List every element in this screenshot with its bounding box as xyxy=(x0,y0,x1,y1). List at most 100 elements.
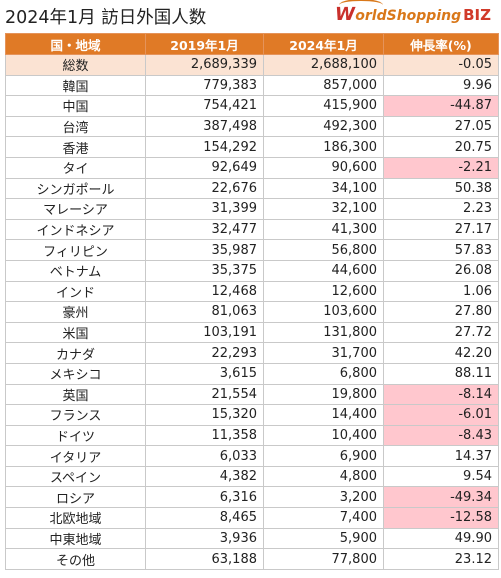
country-cell: シンガポール xyxy=(5,177,146,200)
table-row: シンガポール 22,676 34,100 50.38 xyxy=(5,177,499,200)
growth-rate-cell: -6.01 xyxy=(383,404,499,426)
growth-rate-cell: 14.37 xyxy=(383,445,499,467)
value-2019-cell: 3,615 xyxy=(145,362,264,385)
table-row: 香港 154,292 186,300 20.75 xyxy=(5,136,499,158)
value-2019-cell: 11,358 xyxy=(145,424,264,447)
value-2019-cell: 154,292 xyxy=(145,136,264,158)
table-row: インド 12,468 12,600 1.06 xyxy=(5,280,499,303)
table-row: スペイン 4,382 4,800 9.54 xyxy=(5,465,499,488)
value-2019-cell: 15,320 xyxy=(145,404,264,426)
value-2024-cell: 2,688,100 xyxy=(263,54,384,76)
value-2024-cell: 3,200 xyxy=(263,486,384,509)
country-cell: 香港 xyxy=(5,136,146,158)
growth-rate-cell: 57.83 xyxy=(383,239,499,261)
table-row: フィリピン 35,987 56,800 57.83 xyxy=(5,239,499,261)
visitor-table: 国・地域 2019年1月 2024年1月 伸長率(%) 総数 2,689,339 2… xyxy=(5,33,499,570)
value-2024-cell: 103,600 xyxy=(263,301,384,323)
value-2024-cell: 44,600 xyxy=(263,259,384,282)
value-2019-cell: 22,676 xyxy=(145,177,264,200)
value-2019-cell: 81,063 xyxy=(145,301,264,323)
table-row: 台湾 387,498 492,300 27.05 xyxy=(5,115,499,138)
value-2024-cell: 186,300 xyxy=(263,136,384,158)
country-cell: イタリア xyxy=(5,445,146,467)
country-cell: その他 xyxy=(5,548,146,570)
country-cell: 英国 xyxy=(5,383,146,406)
country-cell: 台湾 xyxy=(5,115,146,138)
value-2024-cell: 131,800 xyxy=(263,321,384,344)
value-2019-cell: 103,191 xyxy=(145,321,264,344)
country-cell: 豪州 xyxy=(5,301,146,323)
growth-rate-cell: 27.17 xyxy=(383,218,499,241)
value-2024-cell: 415,900 xyxy=(263,95,384,117)
growth-rate-cell: 2.23 xyxy=(383,198,499,220)
table-header-row: 国・地域 2019年1月 2024年1月 伸長率(%) xyxy=(5,33,499,55)
growth-rate-cell: 27.80 xyxy=(383,301,499,323)
country-cell: インドネシア xyxy=(5,218,146,241)
country-cell: 北欧地域 xyxy=(5,507,146,529)
table-row: タイ 92,649 90,600 -2.21 xyxy=(5,156,499,179)
logo-biz: BIZ xyxy=(463,6,491,24)
value-2019-cell: 22,293 xyxy=(145,342,264,364)
value-2019-cell: 387,498 xyxy=(145,115,264,138)
value-2024-cell: 857,000 xyxy=(263,74,384,97)
table-row: ベトナム 35,375 44,600 26.08 xyxy=(5,259,499,282)
value-2019-cell: 92,649 xyxy=(145,156,264,179)
value-2024-cell: 32,100 xyxy=(263,198,384,220)
growth-rate-cell: 23.12 xyxy=(383,548,499,570)
growth-rate-cell: 9.96 xyxy=(383,74,499,97)
value-2019-cell: 12,468 xyxy=(145,280,264,303)
table-row: 総数 2,689,339 2,688,100 -0.05 xyxy=(5,54,499,76)
logo-swoosh-icon xyxy=(339,0,384,11)
table-row: 韓国 779,383 857,000 9.96 xyxy=(5,74,499,97)
country-cell: 米国 xyxy=(5,321,146,344)
header-2024: 2024年1月 xyxy=(263,33,384,55)
growth-rate-cell: 9.54 xyxy=(383,465,499,488)
country-cell: メキシコ xyxy=(5,362,146,385)
country-cell: カナダ xyxy=(5,342,146,364)
page-title: 2024年1月 訪日外国人数 xyxy=(5,8,207,28)
country-cell: ドイツ xyxy=(5,424,146,447)
header-country: 国・地域 xyxy=(5,33,146,55)
growth-rate-cell: 27.72 xyxy=(383,321,499,344)
growth-rate-cell: -2.21 xyxy=(383,156,499,179)
logo-mark: W xyxy=(333,4,358,25)
table-row: カナダ 22,293 31,700 42.20 xyxy=(5,342,499,364)
table-body: 総数 2,689,339 2,688,100 -0.05 韓国 779,383 857,00… xyxy=(5,54,499,570)
growth-rate-cell: -44.87 xyxy=(383,95,499,117)
table-row: その他 63,188 77,800 23.12 xyxy=(5,548,499,570)
value-2019-cell: 35,987 xyxy=(145,239,264,261)
value-2024-cell: 90,600 xyxy=(263,156,384,179)
country-cell: マレーシア xyxy=(5,198,146,220)
value-2019-cell: 35,375 xyxy=(145,259,264,282)
country-cell: ベトナム xyxy=(5,259,146,282)
table-row: インドネシア 32,477 41,300 27.17 xyxy=(5,218,499,241)
country-cell: ロシア xyxy=(5,486,146,509)
logo-text: orldShopping xyxy=(355,8,462,24)
value-2024-cell: 6,800 xyxy=(263,362,384,385)
value-2024-cell: 31,700 xyxy=(263,342,384,364)
value-2019-cell: 754,421 xyxy=(145,95,264,117)
country-cell: フランス xyxy=(5,404,146,426)
table-row: 英国 21,554 19,800 -8.14 xyxy=(5,383,499,406)
value-2024-cell: 56,800 xyxy=(263,239,384,261)
growth-rate-cell: 88.11 xyxy=(383,362,499,385)
table-row: 北欧地域 8,465 7,400 -12.58 xyxy=(5,507,499,529)
table-row: 豪州 81,063 103,600 27.80 xyxy=(5,301,499,323)
table-row: ドイツ 11,358 10,400 -8.43 xyxy=(5,424,499,447)
value-2024-cell: 77,800 xyxy=(263,548,384,570)
country-cell: フィリピン xyxy=(5,239,146,261)
value-2024-cell: 19,800 xyxy=(263,383,384,406)
worldshopping-biz-logo: W orldShopping BIZ xyxy=(333,0,491,25)
table-row: マレーシア 31,399 32,100 2.23 xyxy=(5,198,499,220)
growth-rate-cell: 27.05 xyxy=(383,115,499,138)
country-cell: インド xyxy=(5,280,146,303)
growth-rate-cell: 42.20 xyxy=(383,342,499,364)
value-2024-cell: 14,400 xyxy=(263,404,384,426)
table-row: イタリア 6,033 6,900 14.37 xyxy=(5,445,499,467)
growth-rate-cell: -49.34 xyxy=(383,486,499,509)
header: 2024年1月 訪日外国人数 W orldShopping BIZ xyxy=(0,0,501,33)
growth-rate-cell: 20.75 xyxy=(383,136,499,158)
value-2019-cell: 4,382 xyxy=(145,465,264,488)
country-cell: 韓国 xyxy=(5,74,146,97)
table-row: メキシコ 3,615 6,800 88.11 xyxy=(5,362,499,385)
